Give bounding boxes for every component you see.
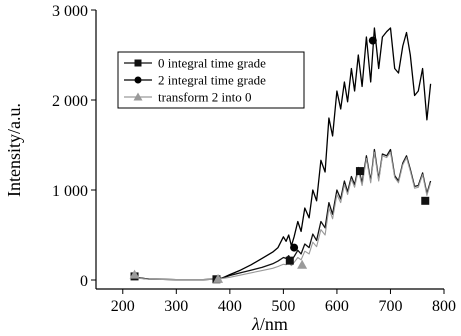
x-axis-ticks: 200 300 400 500 600 700 800 <box>111 289 456 315</box>
series-line-2 <box>133 27 432 281</box>
x-tick-label: 700 <box>378 298 402 315</box>
series-2-marker <box>290 243 299 252</box>
series-1-marker <box>285 256 294 265</box>
marker-layer <box>129 36 430 284</box>
x-tick-label: 600 <box>325 298 349 315</box>
x-tick-label: 300 <box>164 298 188 315</box>
series-layer <box>133 27 432 281</box>
legend-label-1: 0 integral time grade <box>158 56 266 71</box>
legend-label-2: 2 integral time grade <box>158 73 266 88</box>
series-1-marker <box>421 196 430 205</box>
legend-marker-1 <box>134 59 142 67</box>
y-axis-title: Intensity/a.u. <box>4 103 24 197</box>
legend-marker-3 <box>133 92 143 101</box>
series-3-marker <box>213 273 224 283</box>
x-axis-title-unit: /nm <box>260 314 288 334</box>
y-axis-ticks: 0 1 000 2 000 3 000 <box>52 3 96 290</box>
x-tick-label: 500 <box>271 298 295 315</box>
y-tick-label: 1 000 <box>52 183 88 200</box>
y-tick-label: 2 000 <box>52 93 88 110</box>
plot-area <box>95 10 444 290</box>
x-tick-label: 200 <box>111 298 135 315</box>
legend: 0 integral time grade 2 integral time gra… <box>117 51 305 109</box>
x-axis-title: λ/nm <box>251 314 288 334</box>
y-tick-label: 0 <box>80 273 88 290</box>
series-line-1 <box>133 148 432 281</box>
legend-label-3: transform 2 into 0 <box>158 90 252 105</box>
x-axis-title-symbol: λ <box>251 314 260 334</box>
series-1-marker <box>355 167 364 176</box>
series-line-3 <box>133 151 432 281</box>
series-2-marker <box>368 36 377 45</box>
y-tick-label: 3 000 <box>52 3 88 20</box>
x-tick-label: 800 <box>432 298 456 315</box>
series-3-marker <box>129 269 140 279</box>
series-3-marker <box>297 259 308 269</box>
legend-marker-2 <box>134 76 142 84</box>
x-tick-label: 400 <box>218 298 242 315</box>
